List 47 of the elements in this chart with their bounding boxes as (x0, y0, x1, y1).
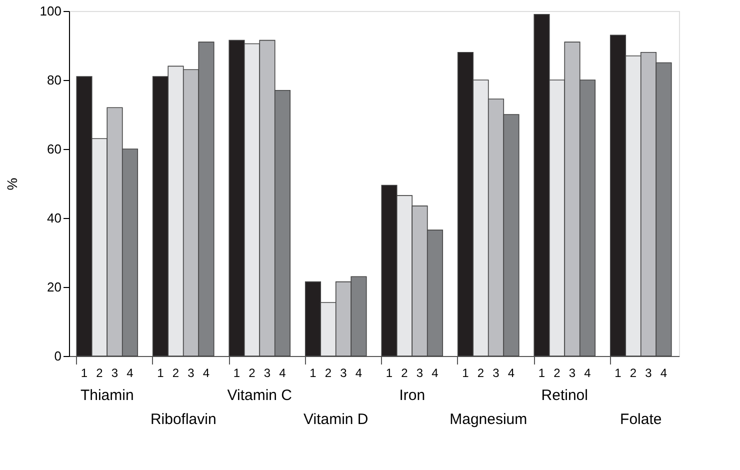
text: 2 (248, 366, 256, 380)
x-tick-label: Magnesium (450, 411, 528, 428)
text: 1 (310, 366, 316, 380)
text: 4 (279, 366, 286, 380)
y-tick-label: 100 (40, 4, 62, 18)
text: 1 (386, 366, 393, 380)
x-tick-label: Folate (620, 411, 662, 428)
series-label: 2 (96, 366, 104, 380)
text: 1 (538, 366, 546, 380)
y-tick-label: 60 (47, 142, 62, 156)
text: 3 (492, 366, 500, 380)
text: 2 (630, 366, 637, 380)
text: 3 (188, 366, 194, 380)
y-tick-label: 40 (47, 210, 62, 226)
text: 1 (157, 366, 164, 380)
text: 2 (477, 366, 484, 380)
x-tick-label: Iron (399, 387, 426, 404)
series-label: 1 (80, 366, 88, 380)
text: 1 (614, 366, 622, 380)
text: 2 (401, 366, 408, 380)
text: 4 (432, 366, 438, 380)
x-tick-label: Retinol (541, 387, 588, 404)
text: 4 (584, 366, 591, 380)
x-tick-label: Riboflavin (150, 411, 216, 428)
text: 3 (645, 366, 652, 380)
y-tick-label: 80 (47, 72, 62, 88)
x-tick-label: Vitamin C (227, 387, 292, 404)
text: 4 (202, 366, 210, 380)
text: 4 (355, 366, 362, 380)
y-tick-label: 20 (47, 280, 62, 294)
x-tick-label: Thiamin (80, 387, 134, 404)
text: 3 (340, 366, 347, 380)
text: 2 (172, 366, 180, 380)
y-tick-label: 0 (54, 348, 62, 364)
text: 2 (554, 366, 560, 380)
text: 3 (416, 366, 424, 380)
text: 3 (264, 366, 271, 380)
text: 3 (568, 366, 576, 380)
series-label: 3 (111, 366, 118, 380)
text: 4 (660, 366, 668, 380)
series-label: 4 (126, 366, 134, 380)
y-axis-title: % (4, 178, 20, 190)
text: 2 (324, 366, 332, 380)
x-tick-label: Vitamin D (304, 411, 368, 428)
text: 1 (233, 366, 240, 380)
text: 1 (462, 366, 469, 380)
text: 4 (508, 366, 515, 380)
